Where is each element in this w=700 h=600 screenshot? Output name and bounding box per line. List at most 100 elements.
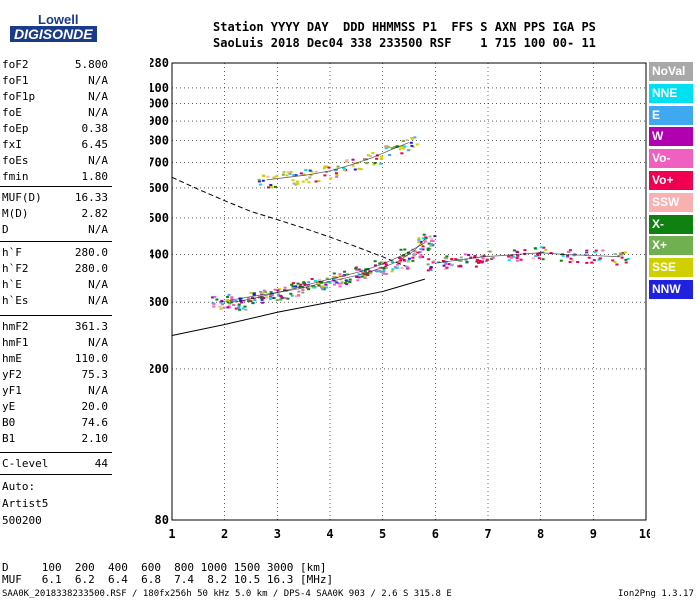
data-point [334, 172, 338, 175]
data-point [569, 257, 573, 260]
data-point [371, 152, 375, 154]
data-point [421, 245, 425, 248]
data-point [566, 250, 570, 253]
data-point [437, 261, 441, 264]
data-point [398, 148, 402, 151]
data-point [426, 263, 430, 266]
data-point [261, 174, 265, 177]
param-name: foF1p [2, 90, 36, 103]
data-point [590, 261, 594, 264]
param-value: N/A [88, 278, 108, 291]
param-name: h`F [2, 246, 22, 259]
x-tick-label: 8 [537, 527, 544, 541]
y-tick-label: 1100 [150, 81, 169, 95]
data-point [445, 266, 449, 269]
param-name: h`F2 [2, 262, 29, 275]
version-code: 500200 [2, 514, 42, 527]
separator [0, 474, 112, 475]
data-point [585, 249, 589, 252]
data-point [351, 164, 355, 167]
data-point [475, 260, 479, 263]
data-point [333, 280, 337, 283]
data-point [294, 295, 298, 298]
data-point [262, 297, 266, 299]
data-point [317, 278, 321, 281]
y-tick-label: 400 [150, 248, 169, 262]
param-name: M(D) [2, 207, 29, 220]
data-point [592, 259, 596, 262]
param-value: 20.0 [81, 400, 109, 413]
data-point [335, 175, 339, 178]
data-point [385, 145, 389, 147]
data-point [538, 252, 542, 255]
data-point [559, 259, 563, 262]
data-point [299, 283, 303, 286]
data-point [601, 249, 605, 252]
data-point [273, 185, 277, 188]
x-tick-label: 7 [484, 527, 491, 541]
param-value: 110.0 [74, 352, 108, 365]
data-point [286, 171, 290, 174]
param-value: 44 [94, 457, 108, 470]
legend-item: W [649, 127, 693, 147]
param-value: 2.10 [81, 432, 109, 445]
data-point [290, 294, 294, 297]
data-point [400, 152, 404, 155]
data-point [275, 299, 279, 302]
param-row: D N/A [2, 223, 108, 239]
data-point [290, 283, 294, 286]
param-value: 361.3 [74, 320, 108, 333]
data-point [378, 270, 382, 273]
data-point [234, 300, 238, 303]
param-name: fxI [2, 138, 22, 151]
data-point [259, 295, 263, 298]
data-point [542, 246, 546, 249]
data-point [477, 261, 480, 264]
data-point [474, 265, 478, 268]
data-point [322, 286, 326, 289]
data-point [357, 273, 361, 276]
data-point [450, 258, 454, 260]
separator [0, 452, 112, 453]
data-point [357, 268, 361, 271]
data-point [465, 261, 469, 264]
data-point [294, 285, 298, 288]
data-point [321, 288, 325, 291]
data-point [450, 264, 453, 267]
data-point [317, 284, 321, 287]
data-point [307, 288, 311, 291]
param-value: N/A [88, 336, 108, 349]
data-point [569, 249, 572, 252]
data-point [222, 306, 226, 309]
data-point [226, 301, 230, 304]
data-point [338, 274, 342, 277]
data-point [413, 136, 417, 139]
param-name: hmE [2, 352, 22, 365]
param-row: B1 2.10 [2, 432, 108, 448]
data-point [375, 157, 379, 160]
data-point [227, 293, 231, 296]
data-point [539, 246, 543, 249]
data-point [473, 256, 477, 259]
data-point [624, 261, 628, 264]
data-point [384, 272, 388, 275]
data-point [301, 291, 305, 294]
data-point [332, 283, 336, 286]
data-point [212, 302, 216, 305]
data-point [262, 289, 266, 292]
data-point [405, 139, 409, 142]
data-point [218, 305, 222, 308]
data-point [295, 180, 299, 183]
data-point [345, 283, 349, 286]
param-row: h`F 280.0 [2, 246, 108, 262]
param-name: yF1 [2, 384, 22, 397]
x-tick-label: 1 [168, 527, 175, 541]
data-point [302, 173, 306, 176]
data-point [380, 155, 384, 158]
param-value: 280.0 [74, 246, 108, 259]
data-point [478, 260, 482, 262]
param-row: M(D) 2.82 [2, 207, 108, 223]
data-point [314, 170, 318, 173]
data-point [257, 180, 261, 183]
legend-item: SSE [649, 258, 693, 278]
